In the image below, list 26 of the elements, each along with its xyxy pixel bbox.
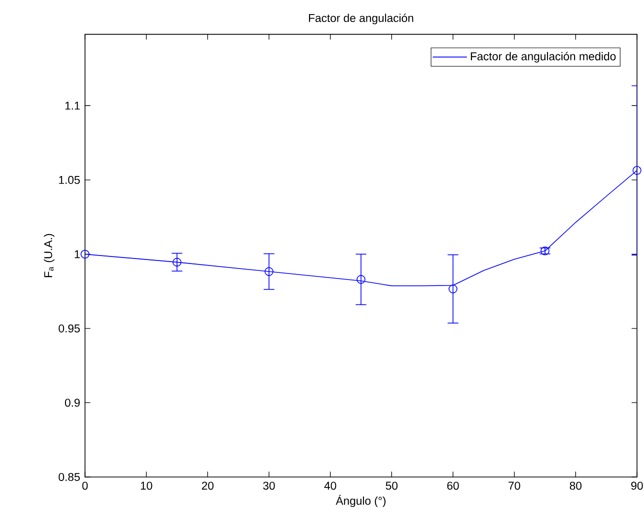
point (632, 166, 642, 175)
point (264, 267, 274, 276)
y-axis-title: F$_{a}$ (U.A.) (44, 234, 54, 278)
point (448, 284, 458, 294)
x-tick-label: 0 (82, 482, 88, 490)
x-tick-label: 90 (631, 482, 643, 490)
x-tick-label: 80 (570, 482, 582, 490)
legend-label: Factor de angulación medido (470, 52, 616, 63)
x-tick-label: 20 (202, 482, 214, 490)
x-axis-title: Ángulo (°) (336, 494, 386, 508)
y-tick-label: 0.9 (64, 398, 80, 407)
point (80, 250, 90, 259)
y-tick-label: 1 (74, 250, 80, 258)
point (172, 258, 182, 267)
x-tick-label: 40 (324, 482, 336, 490)
y-tick-label: 0.85 (58, 472, 80, 481)
y-tick-label: 1.05 (59, 176, 80, 184)
y-tick-label: 1.1 (65, 102, 80, 110)
y-tick-label: 0.95 (58, 324, 80, 332)
x-tick-label: 60 (447, 482, 459, 490)
x-tick-label: 70 (508, 482, 520, 490)
x-tick-label: 50 (386, 482, 398, 490)
x-tick-label: 10 (140, 482, 152, 490)
point (356, 275, 366, 284)
chart-title: Factor de angulación (308, 14, 414, 24)
x-tick-label: 30 (263, 482, 275, 490)
